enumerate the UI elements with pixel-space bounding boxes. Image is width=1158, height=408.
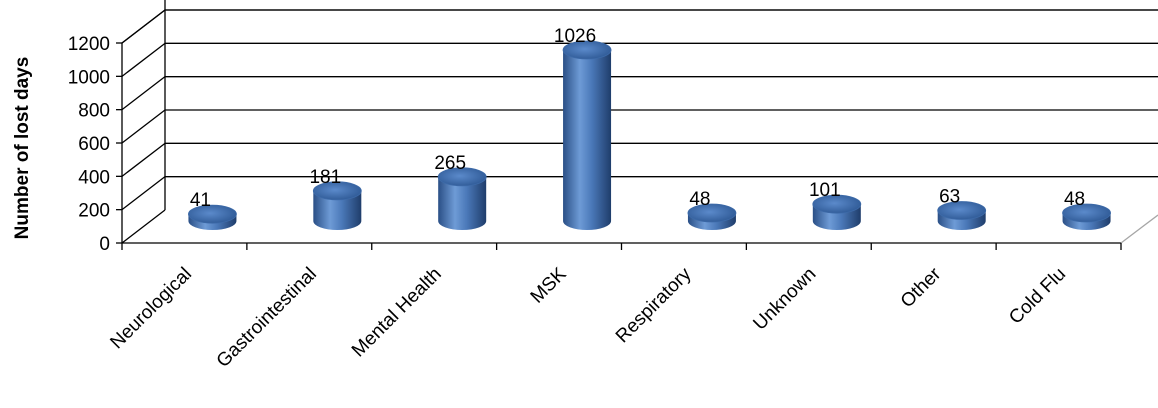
category-label: Other: [897, 263, 946, 312]
data-label: 48: [1064, 189, 1085, 210]
category-label: Unknown: [749, 264, 820, 335]
data-label: 181: [309, 167, 341, 188]
data-label: 265: [434, 153, 466, 174]
plot-frame: [116, 0, 1158, 250]
bar-body: [438, 176, 487, 230]
gridline-diagonal: [121, 176, 166, 211]
bars: [188, 40, 1111, 230]
top-diagonal: [121, 9, 166, 44]
bar: [312, 181, 362, 230]
bar-top: [562, 40, 612, 60]
category-label: Cold Flu: [1005, 264, 1070, 329]
bar: [188, 204, 237, 230]
bar-top: [1062, 203, 1111, 223]
category-label: Neurological: [106, 264, 196, 354]
bar-top: [937, 201, 987, 220]
gridline-diagonal: [121, 76, 166, 111]
bar: [437, 167, 487, 230]
bar-top: [312, 181, 362, 201]
bar: [812, 194, 862, 230]
bar-body: [313, 190, 362, 230]
bar: [1062, 203, 1111, 230]
gridline-diagonal: [121, 109, 166, 144]
category-label: MSK: [527, 263, 571, 307]
gridline-diagonal: [121, 209, 166, 244]
data-labels: 41 181 265 1026 48 101 63 48: [190, 26, 1085, 211]
bar-body: [563, 50, 612, 230]
y-tick-label: 200: [78, 201, 110, 222]
gridline-diagonal: [121, 142, 166, 177]
bar-top: [687, 203, 737, 223]
bar: [937, 201, 987, 230]
data-label: 63: [939, 187, 960, 208]
data-label: 41: [190, 190, 211, 211]
category-label: Respiratory: [612, 263, 696, 347]
y-tick-label: 600: [78, 134, 110, 155]
bar-top: [437, 167, 487, 187]
x-axis-category-labels: Neurological Gastrointestinal Mental Healt…: [106, 263, 1070, 372]
category-label: Mental Health: [348, 264, 446, 362]
y-tick-label: 1200: [68, 34, 110, 55]
y-tick-label: 0: [99, 234, 110, 255]
floor-right-edge: [1120, 214, 1158, 244]
gridline-diagonal: [121, 42, 166, 77]
y-tick-label: 800: [78, 101, 110, 122]
data-label: 1026: [554, 26, 596, 47]
data-label: 101: [809, 180, 841, 201]
category-label: Gastrointestinal: [213, 264, 321, 372]
bar: [562, 40, 612, 230]
y-axis-title: Number of lost days: [12, 57, 33, 240]
bar: [687, 203, 737, 230]
bar-top: [188, 204, 237, 224]
data-label: 48: [689, 189, 710, 210]
y-tick-label: 1000: [68, 67, 110, 88]
y-tick-label: 400: [78, 167, 110, 188]
y-axis-tick-labels: 0 200 400 600 800 1000 1200: [68, 34, 110, 255]
bar-top: [812, 194, 862, 214]
